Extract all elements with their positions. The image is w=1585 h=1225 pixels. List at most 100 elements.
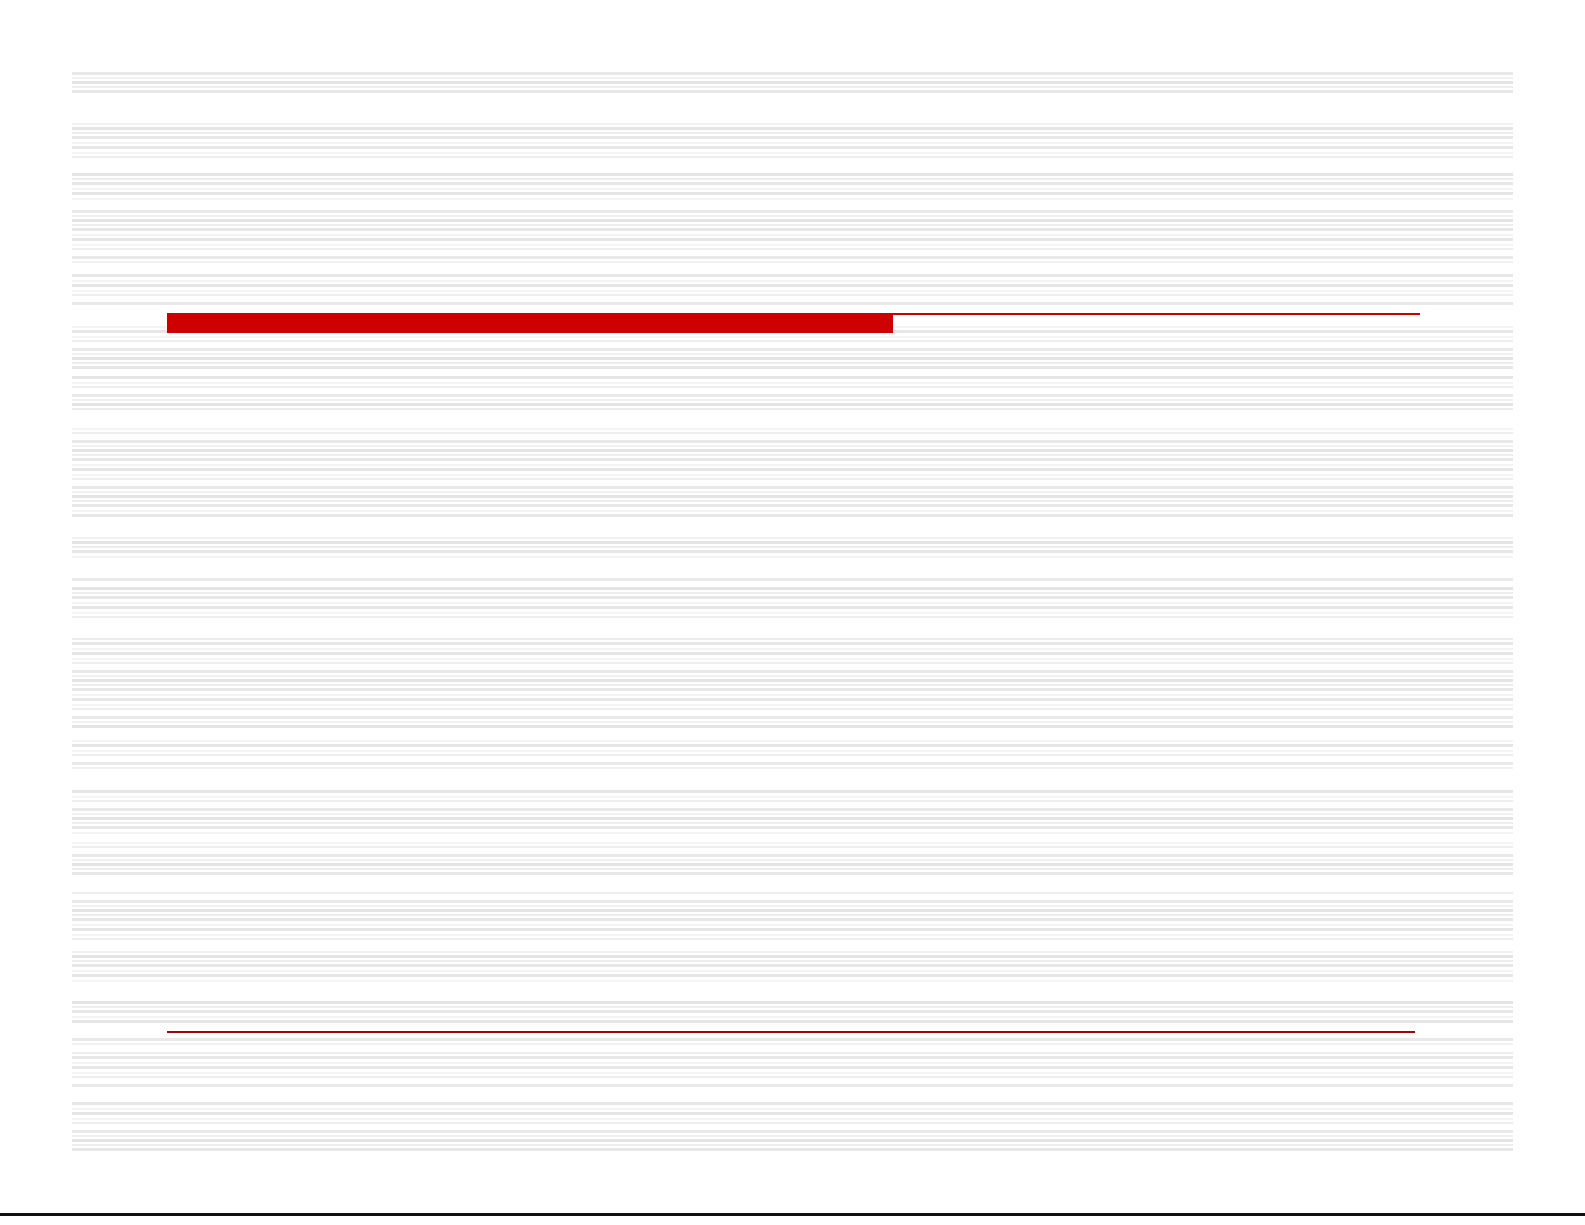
text-line bbox=[72, 514, 1513, 517]
text-line bbox=[72, 156, 1513, 158]
text-line bbox=[72, 228, 1513, 231]
text-line bbox=[72, 537, 1513, 539]
text-line-cluster bbox=[72, 1130, 1513, 1152]
text-line bbox=[72, 152, 1513, 154]
text-line bbox=[72, 767, 1513, 769]
text-line bbox=[72, 1072, 1513, 1074]
text-line bbox=[72, 256, 1513, 259]
text-line bbox=[72, 872, 1513, 875]
text-line bbox=[72, 90, 1513, 93]
text-line bbox=[72, 892, 1513, 894]
text-line bbox=[72, 721, 1513, 723]
text-line bbox=[72, 606, 1513, 609]
text-line bbox=[72, 248, 1513, 250]
text-line bbox=[72, 652, 1513, 655]
text-line-cluster bbox=[72, 72, 1513, 118]
text-line bbox=[72, 1102, 1513, 1105]
text-line-cluster bbox=[72, 992, 1513, 1038]
text-line bbox=[72, 964, 1513, 967]
text-line bbox=[72, 238, 1513, 241]
text-line bbox=[72, 1038, 1513, 1041]
text-line-cluster bbox=[72, 164, 1513, 210]
text-line bbox=[72, 478, 1513, 480]
text-line bbox=[72, 970, 1513, 972]
text-line bbox=[72, 1112, 1513, 1115]
text-line-cluster bbox=[72, 624, 1513, 670]
text-line bbox=[72, 863, 1513, 866]
text-line bbox=[72, 1016, 1513, 1018]
text-line-cluster bbox=[72, 210, 1513, 256]
text-line bbox=[72, 1001, 1513, 1004]
text-line bbox=[72, 938, 1513, 940]
text-line-cluster bbox=[72, 440, 1513, 486]
text-line bbox=[72, 704, 1513, 706]
text-line bbox=[72, 1052, 1513, 1054]
text-line bbox=[72, 386, 1513, 388]
text-line bbox=[72, 142, 1513, 144]
text-line-cluster bbox=[72, 532, 1513, 578]
faded-text-body bbox=[72, 72, 1513, 1152]
text-line bbox=[72, 348, 1513, 351]
text-line-cluster bbox=[72, 1084, 1513, 1130]
text-line bbox=[72, 592, 1513, 594]
text-line bbox=[72, 1066, 1513, 1069]
text-line bbox=[72, 219, 1513, 222]
text-line bbox=[72, 1108, 1513, 1110]
text-line bbox=[72, 602, 1513, 604]
text-line bbox=[72, 658, 1513, 660]
text-line bbox=[72, 486, 1513, 489]
text-line bbox=[72, 77, 1513, 79]
text-line bbox=[72, 859, 1513, 861]
text-line bbox=[72, 616, 1513, 618]
text-line bbox=[72, 1118, 1513, 1120]
text-line bbox=[72, 86, 1513, 88]
text-line bbox=[72, 662, 1513, 664]
text-line bbox=[72, 905, 1513, 907]
text-line bbox=[72, 578, 1513, 581]
text-line bbox=[72, 72, 1513, 75]
title-highlight-bar bbox=[167, 313, 893, 333]
text-line bbox=[72, 445, 1513, 447]
text-line bbox=[72, 960, 1513, 962]
text-line bbox=[72, 980, 1513, 982]
text-line bbox=[72, 1062, 1513, 1064]
text-line bbox=[72, 1139, 1513, 1142]
text-line bbox=[72, 353, 1513, 355]
text-line bbox=[72, 817, 1513, 820]
text-line bbox=[72, 173, 1513, 176]
text-line bbox=[72, 182, 1513, 185]
text-line bbox=[72, 740, 1513, 742]
text-line bbox=[72, 694, 1513, 696]
text-line bbox=[72, 688, 1513, 691]
text-line bbox=[72, 612, 1513, 614]
viewport-bottom-edge bbox=[0, 1213, 1585, 1216]
text-line bbox=[72, 854, 1513, 857]
text-line bbox=[72, 1043, 1513, 1045]
text-line bbox=[72, 132, 1513, 134]
text-line bbox=[72, 725, 1513, 728]
text-line bbox=[72, 1056, 1513, 1059]
text-line-cluster bbox=[72, 578, 1513, 624]
text-line bbox=[72, 408, 1513, 410]
text-line bbox=[72, 955, 1513, 958]
text-line-cluster bbox=[72, 670, 1513, 716]
text-line-cluster bbox=[72, 118, 1513, 164]
text-line bbox=[72, 234, 1513, 236]
text-line bbox=[72, 670, 1513, 673]
text-line bbox=[72, 474, 1513, 476]
text-line bbox=[72, 261, 1513, 263]
text-line bbox=[72, 458, 1513, 461]
text-line bbox=[72, 495, 1513, 498]
text-line bbox=[72, 500, 1513, 502]
text-line bbox=[72, 449, 1513, 452]
text-line bbox=[72, 357, 1513, 360]
text-line bbox=[72, 178, 1513, 180]
text-line bbox=[72, 290, 1513, 292]
text-line-cluster bbox=[72, 716, 1513, 762]
text-line bbox=[72, 440, 1513, 443]
text-line bbox=[72, 546, 1513, 548]
text-line bbox=[72, 146, 1513, 149]
text-line bbox=[72, 924, 1513, 926]
text-line bbox=[72, 974, 1513, 977]
text-line bbox=[72, 468, 1513, 471]
